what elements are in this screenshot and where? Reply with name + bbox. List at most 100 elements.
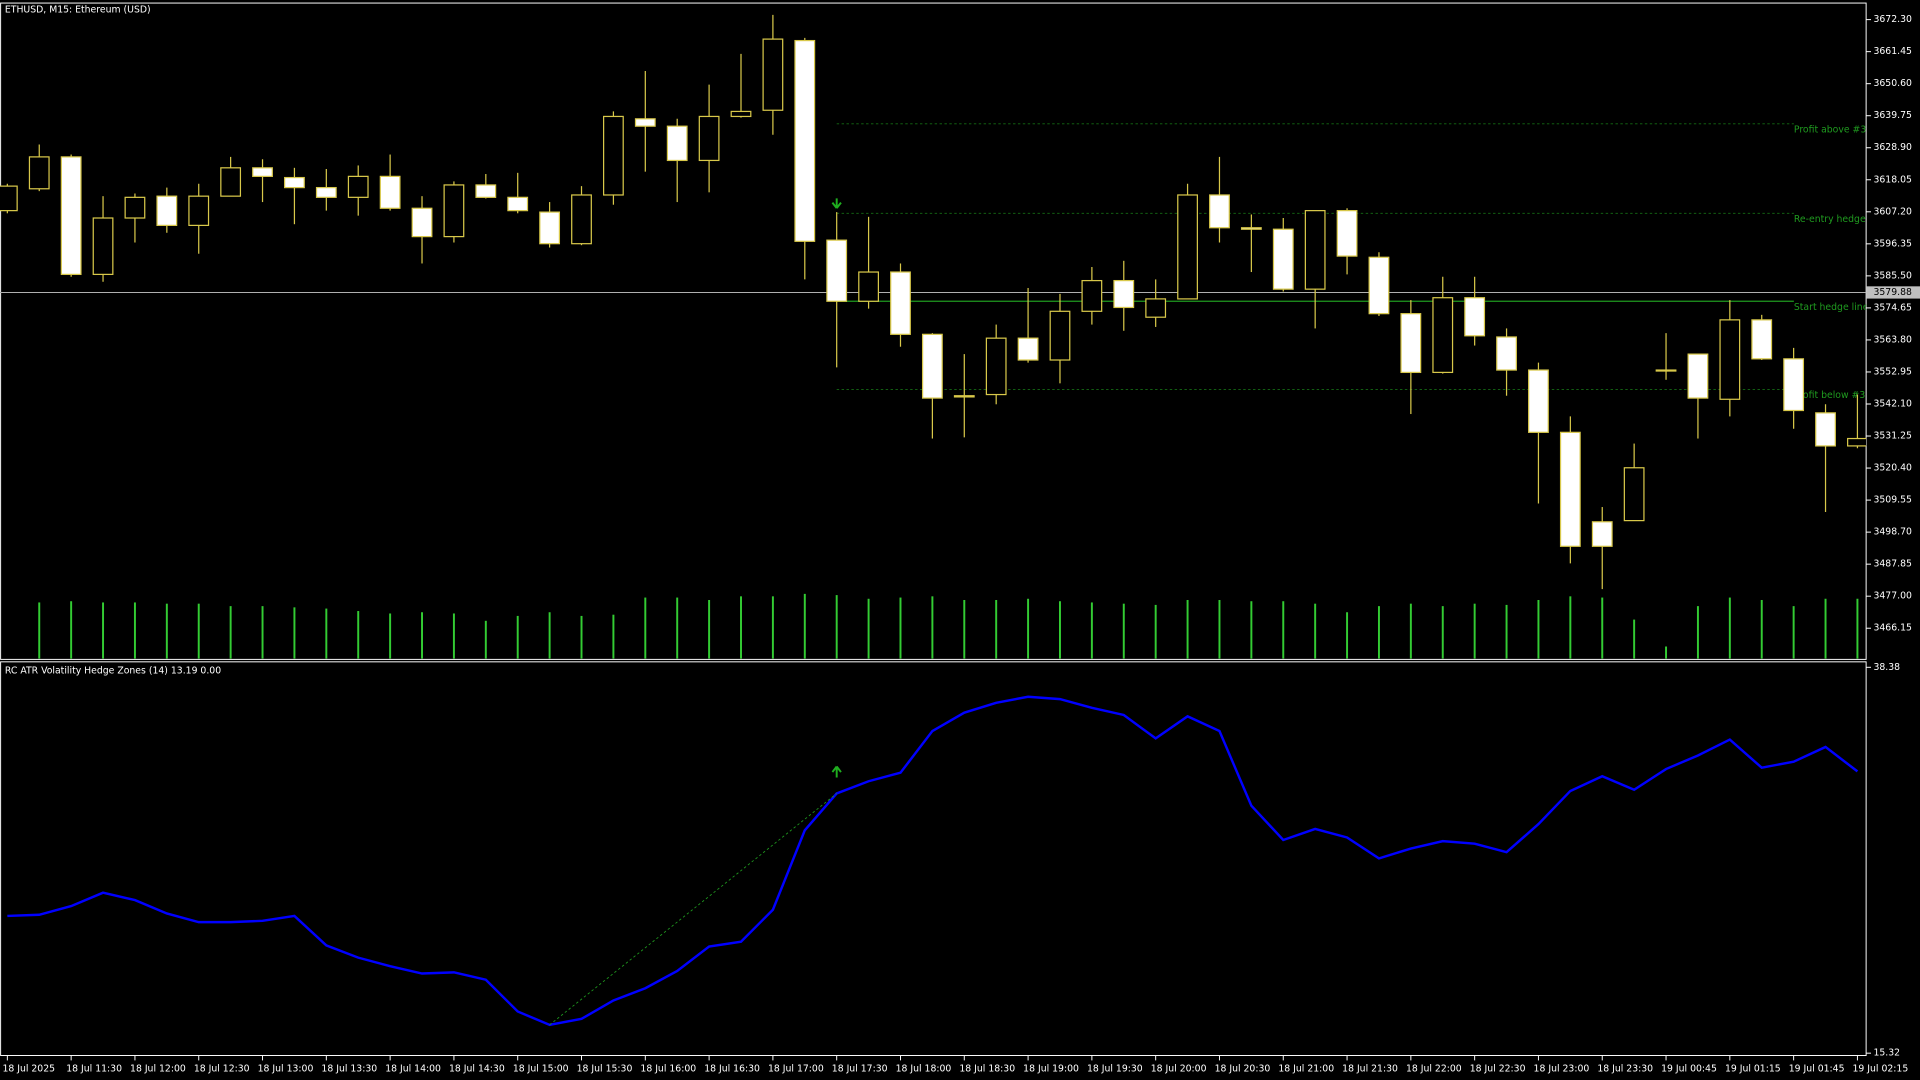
level-label: Profit above #3 <box>1794 124 1866 135</box>
y-tick-label: 3574.65 <box>1873 302 1912 313</box>
candle-body <box>443 184 465 238</box>
x-tick-label: 18 Jul 20:00 <box>1151 1063 1207 1074</box>
candle-body <box>634 118 656 127</box>
x-tick-label: 18 Jul 23:30 <box>1597 1063 1653 1074</box>
candle-body <box>411 207 433 238</box>
y-tick-label: 3477.00 <box>1873 591 1912 602</box>
x-tick-label: 18 Jul 2025 <box>2 1063 55 1074</box>
candle-body <box>1464 297 1486 337</box>
candle-body <box>379 175 401 209</box>
candle-body <box>985 337 1007 396</box>
candle-body <box>858 271 879 302</box>
x-tick-label: 18 Jul 20:30 <box>1215 1063 1271 1074</box>
y-tick-label: 3672.30 <box>1873 14 1912 25</box>
candle-body <box>1272 228 1294 290</box>
candle-body <box>1209 194 1230 229</box>
indicator-frame <box>0 661 1867 1056</box>
x-tick-label: 18 Jul 14:30 <box>449 1063 505 1074</box>
candle-body <box>252 167 273 177</box>
indicator-plot <box>7 695 1859 1027</box>
candle-body <box>60 156 82 276</box>
candle-body <box>921 333 943 399</box>
candle-body <box>539 211 561 245</box>
x-tick-label: 18 Jul 23:00 <box>1534 1063 1590 1074</box>
candle-body <box>1783 358 1805 412</box>
candle-body <box>826 239 848 302</box>
y-tick-label: 3585.50 <box>1873 270 1912 281</box>
price-frame <box>0 2 1867 660</box>
candle-body <box>507 196 529 212</box>
y-tick-label: 3520.40 <box>1873 463 1912 474</box>
candle-body <box>1017 337 1039 361</box>
candle-body <box>156 195 178 226</box>
y-tick-label: 3487.85 <box>1873 559 1912 570</box>
y-tick-label: 3650.60 <box>1873 78 1912 89</box>
x-tick-label: 19 Jul 01:15 <box>1725 1063 1781 1074</box>
candle-body <box>1591 521 1613 547</box>
y-tick-label: 38.38 <box>1873 662 1900 673</box>
price-plot: Profit above #3 Re-entry hedge Start hedge… <box>0 14 1869 659</box>
candle-body <box>794 39 816 242</box>
candle-body <box>1815 412 1836 447</box>
x-tick-label: 19 Jul 00:45 <box>1661 1063 1717 1074</box>
x-tick-label: 19 Jul 01:45 <box>1789 1063 1845 1074</box>
x-tick-label: 18 Jul 13:00 <box>258 1063 314 1074</box>
x-tick-label: 18 Jul 13:30 <box>321 1063 377 1074</box>
candle-body <box>1336 210 1358 257</box>
candle-body <box>1113 279 1135 309</box>
candle-body <box>315 186 337 198</box>
buy-arrow <box>831 765 842 778</box>
y-tick-label: 3552.95 <box>1873 366 1912 377</box>
candle-body <box>188 195 210 226</box>
candle-body <box>28 156 50 190</box>
x-tick-label: 18 Jul 12:00 <box>130 1063 186 1074</box>
x-tick-label: 18 Jul 21:30 <box>1342 1063 1398 1074</box>
x-tick-label: 18 Jul 18:00 <box>896 1063 952 1074</box>
candle-body <box>1655 369 1677 372</box>
y-tick-label: 3509.55 <box>1873 495 1912 506</box>
x-tick-label: 18 Jul 19:30 <box>1087 1063 1143 1074</box>
candle-body <box>571 194 592 245</box>
axes: 3672.30 3661.45 3650.60 3639.75 3628.90 3618.… <box>2 14 1920 1074</box>
candle-body <box>1687 353 1709 399</box>
x-tick-label: 19 Jul 02:15 <box>1853 1063 1909 1074</box>
y-tick-label: 3618.05 <box>1873 174 1912 185</box>
candle-body <box>698 115 720 162</box>
candle-body <box>953 395 975 398</box>
x-tick-label: 18 Jul 16:00 <box>640 1063 696 1074</box>
x-tick-label: 18 Jul 17:00 <box>768 1063 824 1074</box>
candle-body <box>1081 279 1103 312</box>
candle-body <box>890 271 911 335</box>
y-tick-label: 3607.20 <box>1873 206 1912 217</box>
indicator-title: RC ATR Volatility Hedge Zones (14) 13.19… <box>5 666 221 677</box>
candle-body <box>666 125 688 162</box>
x-tick-label: 18 Jul 19:00 <box>1023 1063 1079 1074</box>
y-tick-label: 3639.75 <box>1873 110 1912 121</box>
candle-body <box>1528 369 1549 433</box>
y-tick-label: 3466.15 <box>1873 623 1912 634</box>
x-tick-label: 18 Jul 12:30 <box>194 1063 250 1074</box>
candle-body <box>1304 210 1326 290</box>
y-tick-label: 3542.10 <box>1873 398 1912 409</box>
candle-body <box>1049 310 1071 361</box>
candle-body <box>1623 467 1645 522</box>
x-tick-label: 18 Jul 22:30 <box>1470 1063 1526 1074</box>
candle-body <box>124 196 146 219</box>
x-tick-label: 18 Jul 14:00 <box>385 1063 441 1074</box>
candle-body <box>1719 319 1741 400</box>
y-tick-label: 3628.90 <box>1873 142 1912 153</box>
candle-body <box>1145 298 1167 318</box>
y-tick-label: 3563.80 <box>1873 334 1912 345</box>
candle-body <box>347 175 369 198</box>
x-tick-label: 18 Jul 17:30 <box>832 1063 888 1074</box>
candle-body <box>1847 437 1867 447</box>
level-label: Start hedge line <box>1794 302 1869 313</box>
bid-label-box <box>1866 286 1920 299</box>
candle-body <box>1559 431 1581 547</box>
x-tick-label: 18 Jul 15:30 <box>577 1063 633 1074</box>
y-tick-label: 3596.35 <box>1873 238 1912 249</box>
candle-body <box>92 217 114 276</box>
y-tick-label: 3661.45 <box>1873 46 1912 57</box>
